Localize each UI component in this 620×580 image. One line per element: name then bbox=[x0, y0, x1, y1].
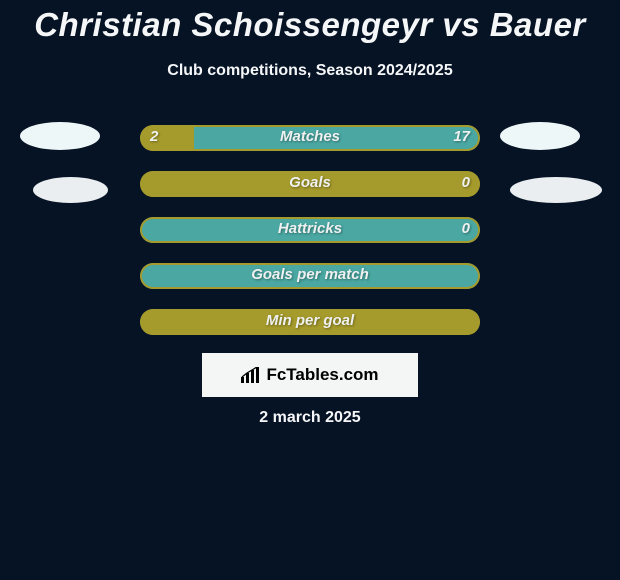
stat-bar: Min per goal bbox=[140, 309, 480, 335]
stat-bar: Goals0 bbox=[140, 171, 480, 197]
bars-icon bbox=[241, 367, 261, 383]
bar-fill-right bbox=[140, 217, 480, 243]
left-ellipse bbox=[20, 122, 100, 150]
fctables-badge: FcTables.com bbox=[202, 353, 418, 397]
bar-fill-right bbox=[194, 125, 480, 151]
stat-bar: Goals per match bbox=[140, 263, 480, 289]
fctables-label: FcTables.com bbox=[266, 365, 378, 385]
date-label: 2 march 2025 bbox=[0, 409, 620, 427]
right-ellipse2 bbox=[510, 177, 602, 203]
page-title: Christian Schoissengeyr vs Bauer bbox=[0, 6, 620, 44]
stat-bar: Matches217 bbox=[140, 125, 480, 151]
fctables-inner: FcTables.com bbox=[241, 365, 378, 385]
bar-fill-left bbox=[140, 125, 194, 151]
stat-bar: Hattricks0 bbox=[140, 217, 480, 243]
comparison-infographic: Christian Schoissengeyr vs Bauer Club com… bbox=[0, 0, 620, 580]
bar-fill-right bbox=[140, 263, 480, 289]
right-ellipse bbox=[500, 122, 580, 150]
left-ellipse2 bbox=[33, 177, 108, 203]
bar-fill-left bbox=[140, 309, 480, 335]
subtitle: Club competitions, Season 2024/2025 bbox=[0, 62, 620, 80]
bar-fill-left bbox=[140, 171, 480, 197]
